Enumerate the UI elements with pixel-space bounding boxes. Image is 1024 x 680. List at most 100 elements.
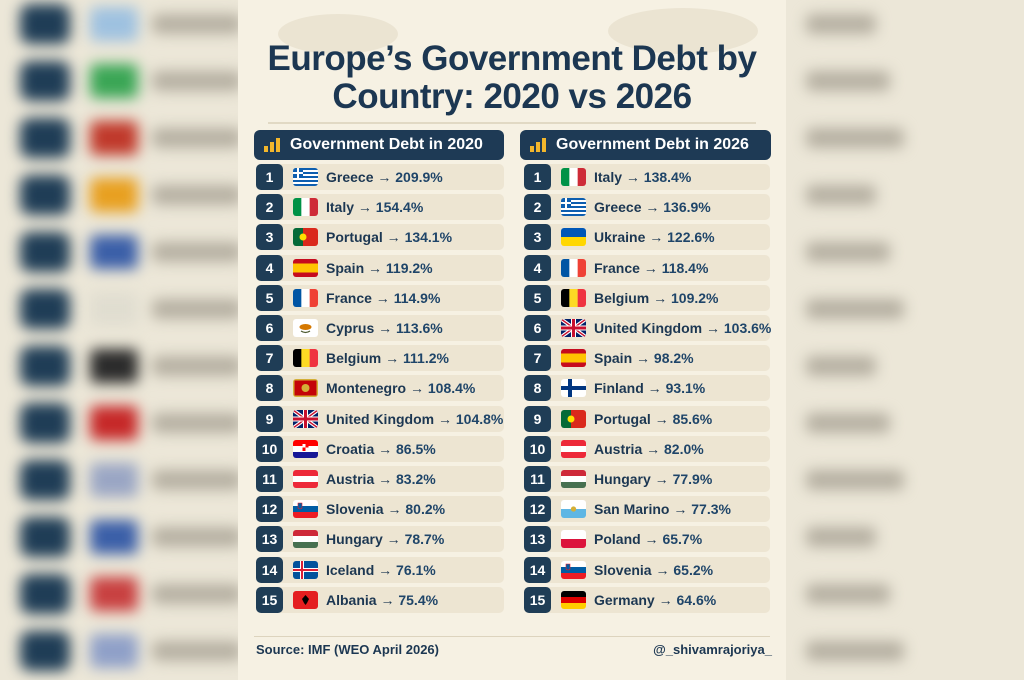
arrow-icon: → (649, 289, 672, 306)
blurred-text (806, 185, 876, 205)
title-line-2: Country: 2020 vs 2026 (332, 77, 692, 116)
blurred-text (152, 128, 238, 148)
blurred-text (806, 299, 904, 319)
country-name: Spain (326, 259, 365, 276)
italy-flag-icon (561, 168, 586, 186)
blurred-row (0, 2, 238, 46)
blurred-rank (20, 4, 70, 44)
blurred-row (786, 458, 1024, 502)
arrow-icon: → (374, 561, 397, 578)
arrow-icon: → (632, 350, 654, 367)
country-debt-label: Iceland → 76.1% (326, 557, 436, 583)
rank-badge: 14 (256, 556, 283, 583)
country-debt-label: Belgium → 111.2% (326, 345, 449, 371)
debt-value: 104.8% (455, 410, 504, 427)
spain-flag-icon (561, 349, 586, 368)
list-item: 15 Albania → 75.4% (256, 586, 504, 613)
country-name: Greece (594, 199, 642, 216)
country-name: Greece (326, 169, 374, 185)
debt-value: 85.6% (672, 410, 713, 427)
list-item: 10 Croatia → 86.5% (256, 435, 504, 462)
blurred-rank (20, 574, 70, 614)
debt-value: 77.9% (672, 471, 713, 487)
arrow-icon: → (383, 501, 406, 518)
rank-badge: 2 (524, 194, 551, 221)
country-name: Finland (594, 380, 644, 397)
finland-flag-icon (561, 379, 586, 398)
italy-flag-icon (293, 198, 318, 217)
country-name: Slovenia (326, 501, 384, 518)
portugal-flag-icon (293, 228, 318, 247)
debt-value: 113.6% (396, 320, 443, 336)
list-item: 1 Greece → 209.9% (256, 164, 504, 190)
country-name: Montenegro (326, 380, 407, 397)
rank-badge: 1 (524, 164, 551, 190)
rank-badge: 14 (524, 556, 551, 583)
list-item: 11 Hungary → 77.9% (524, 466, 770, 492)
blurred-row (0, 344, 238, 388)
blurred-row (786, 59, 1024, 103)
blurred-text (806, 413, 890, 433)
country-debt-label: San Marino → 77.3% (594, 496, 731, 522)
country-debt-label: Ukraine → 122.6% (594, 224, 715, 250)
country-name: France (594, 259, 640, 276)
country-debt-label: Greece → 209.9% (326, 164, 443, 190)
blurred-flag (90, 349, 138, 383)
debt-value: 78.7% (404, 531, 445, 548)
list-item: 8 Finland → 93.1% (524, 375, 770, 402)
country-name: Cyprus (326, 320, 375, 336)
country-debt-label: Italy → 138.4% (594, 164, 691, 190)
blurred-flag (90, 520, 138, 554)
arrow-icon: → (650, 471, 673, 487)
country-debt-label: Cyprus → 113.6% (326, 315, 443, 341)
arrow-icon: → (641, 199, 664, 216)
rank-badge: 6 (256, 315, 283, 341)
list-item: 5 Belgium → 109.2% (524, 284, 770, 311)
cyprus-flag-icon (293, 319, 318, 337)
blurred-text (806, 356, 876, 376)
rank-badge: 11 (256, 466, 283, 492)
debt-value: 82.0% (664, 440, 704, 457)
arrow-icon: → (382, 229, 405, 246)
blurred-row (786, 230, 1024, 274)
blurred-text (806, 71, 890, 91)
blurred-row (0, 629, 238, 673)
uk-flag-icon (293, 409, 318, 428)
arrow-icon: → (702, 320, 724, 336)
list-item: 10 Austria → 82.0% (524, 435, 770, 462)
arrow-icon: → (374, 440, 397, 457)
country-debt-label: Slovenia → 80.2% (326, 496, 445, 522)
column-heading-2020: Government Debt in 2020 (254, 130, 504, 160)
blurred-row (0, 458, 238, 502)
debt-value: 76.1% (396, 561, 436, 578)
list-item: 2 Italy → 154.4% (256, 194, 504, 221)
country-debt-label: Hungary → 77.9% (594, 466, 712, 492)
list-item: 4 France → 118.4% (524, 254, 770, 281)
rank-badge: 13 (256, 526, 283, 553)
debt-value: 118.4% (661, 259, 709, 276)
country-debt-label: United Kingdom → 104.8% (326, 406, 503, 432)
debt-value: 134.1% (404, 229, 453, 246)
blurred-rank (20, 289, 70, 329)
germany-flag-icon (561, 590, 586, 609)
column-heading-label: Government Debt in 2020 (290, 136, 483, 153)
country-debt-label: Poland → 65.7% (594, 526, 702, 552)
blurred-row (0, 173, 238, 217)
list-item: 13 Hungary → 78.7% (256, 526, 504, 553)
author-handle: @_shivamrajoriya_ (653, 642, 772, 657)
rank-badge: 6 (524, 315, 551, 341)
list-item: 6 United Kingdom → 103.6% (524, 315, 771, 341)
country-name: Italy (326, 199, 355, 216)
blurred-row (0, 230, 238, 274)
debt-value: 109.2% (671, 289, 719, 306)
list-item: 8 Montenegro → 108.4% (256, 375, 504, 402)
greece-flag-icon (293, 168, 318, 186)
rank-badge: 7 (256, 345, 283, 372)
debt-value: 65.2% (673, 561, 714, 578)
greece-flag-icon (561, 198, 586, 217)
blurred-row (786, 401, 1024, 445)
column-heading-label: Government Debt in 2026 (556, 136, 749, 153)
list-item: 3 Ukraine → 122.6% (524, 224, 770, 251)
france-flag-icon (561, 258, 586, 277)
arrow-icon: → (654, 591, 677, 608)
